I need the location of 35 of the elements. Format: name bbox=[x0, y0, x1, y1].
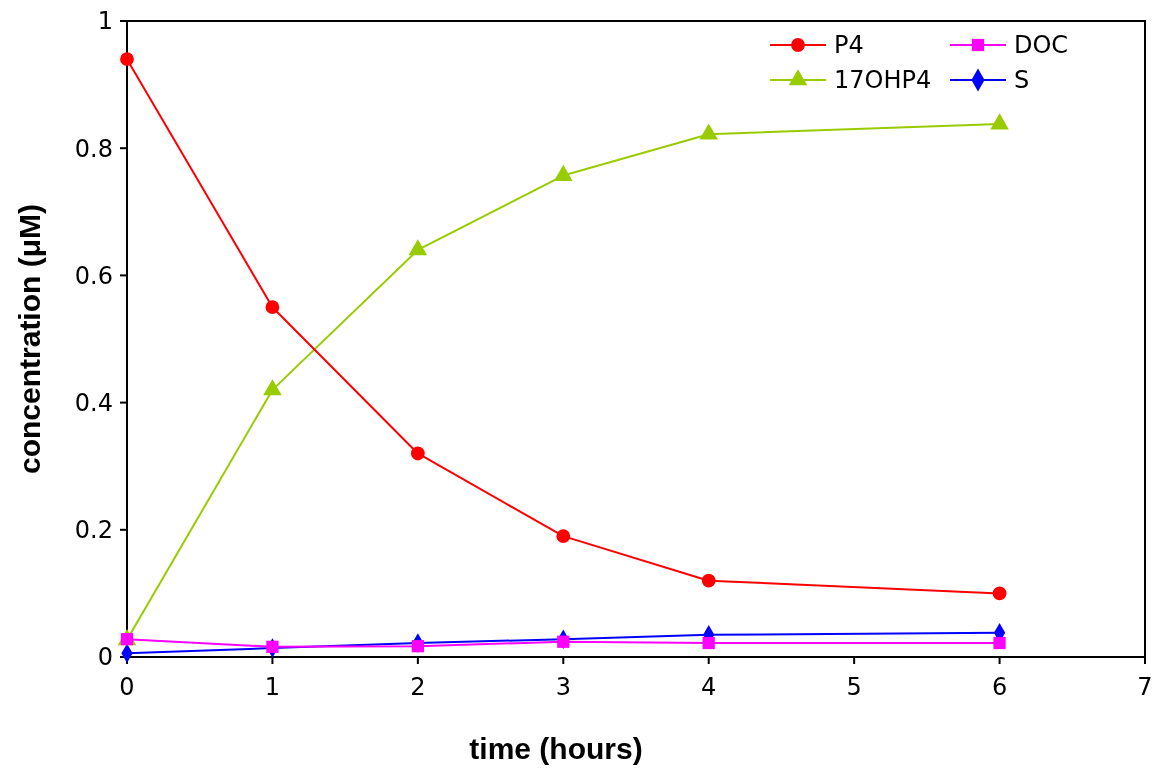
point bbox=[265, 300, 280, 315]
y-tick-label: 1 bbox=[97, 7, 113, 36]
y-tick-label: 0.2 bbox=[74, 516, 113, 545]
point bbox=[553, 164, 573, 181]
y-tick-label: 0.6 bbox=[74, 261, 113, 290]
point bbox=[992, 586, 1007, 601]
point bbox=[411, 640, 424, 653]
x-tick-label: 5 bbox=[846, 673, 862, 701]
y-tick-label: 0.8 bbox=[74, 134, 113, 163]
x-tick-label: 7 bbox=[1137, 673, 1153, 701]
point bbox=[557, 635, 570, 648]
x-tick-label: 1 bbox=[264, 673, 281, 701]
x-tick-label: 6 bbox=[991, 673, 1008, 701]
point bbox=[990, 113, 1009, 130]
point bbox=[702, 636, 715, 650]
legend-label: DOC bbox=[1014, 31, 1069, 60]
point bbox=[699, 123, 719, 140]
y-tick-label: 0.4 bbox=[74, 389, 113, 417]
point bbox=[266, 640, 279, 653]
point bbox=[993, 636, 1006, 650]
point bbox=[408, 239, 428, 256]
point bbox=[410, 446, 425, 461]
x-axis-title: time (hours) bbox=[469, 732, 643, 765]
point bbox=[263, 379, 282, 396]
point bbox=[701, 573, 716, 588]
point bbox=[556, 529, 571, 544]
legend-label: 17OHP4 bbox=[834, 66, 932, 95]
x-tick-label: 4 bbox=[701, 673, 717, 701]
x-tick-label: 2 bbox=[410, 673, 426, 701]
x-tick-label: 3 bbox=[555, 673, 571, 701]
y-axis-title: concentration (μM) bbox=[13, 203, 46, 475]
legend-label: S bbox=[1014, 66, 1030, 95]
legend-label: P4 bbox=[834, 31, 864, 60]
x-tick-label: 0 bbox=[119, 673, 135, 701]
y-tick-label: 0 bbox=[97, 643, 113, 672]
